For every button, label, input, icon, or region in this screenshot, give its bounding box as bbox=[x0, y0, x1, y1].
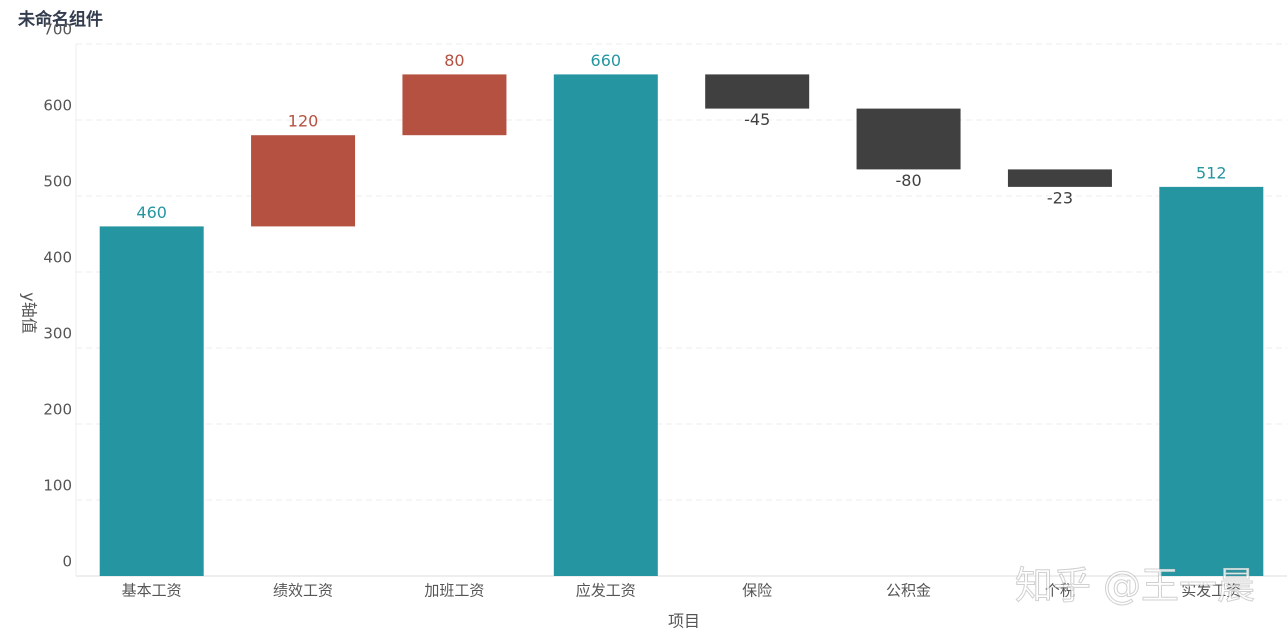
bar bbox=[99, 226, 204, 576]
data-label: 660 bbox=[591, 51, 622, 70]
watermark: 知乎 @王一晨 bbox=[1015, 564, 1255, 608]
data-label: -23 bbox=[1047, 188, 1073, 207]
x-tick-label: 加班工资 bbox=[424, 582, 484, 600]
bar bbox=[1007, 169, 1112, 187]
bar bbox=[402, 74, 507, 136]
data-label: -45 bbox=[744, 110, 770, 129]
y-axis-title: y轴值 bbox=[20, 292, 39, 333]
data-label: 80 bbox=[444, 51, 464, 70]
y-tick-label: 300 bbox=[43, 325, 72, 343]
bar bbox=[856, 108, 961, 170]
bar bbox=[553, 74, 658, 577]
y-tick-label: 700 bbox=[43, 21, 72, 39]
bar bbox=[1159, 186, 1264, 576]
x-tick-label: 个税 bbox=[1045, 582, 1075, 600]
x-tick-label: 应发工资 bbox=[576, 582, 636, 600]
data-label: 120 bbox=[288, 112, 319, 131]
x-axis-title: 项目 bbox=[668, 612, 700, 631]
x-tick-label: 保险 bbox=[742, 582, 772, 600]
chart-title: 未命名组件 bbox=[17, 9, 103, 30]
x-tick-label: 绩效工资 bbox=[273, 582, 333, 600]
y-tick-label: 200 bbox=[43, 401, 72, 419]
x-tick-label: 公积金 bbox=[886, 582, 931, 600]
y-tick-label: 100 bbox=[43, 477, 72, 495]
y-tick-label: 600 bbox=[43, 97, 72, 115]
data-label: -80 bbox=[895, 171, 921, 190]
x-tick-label: 基本工资 bbox=[122, 582, 182, 600]
data-label: 460 bbox=[136, 203, 167, 222]
data-label: 512 bbox=[1196, 163, 1227, 182]
bar bbox=[705, 74, 810, 109]
y-tick-label: 400 bbox=[43, 249, 72, 267]
bar bbox=[251, 135, 356, 227]
y-tick-label: 0 bbox=[62, 553, 72, 571]
y-tick-label: 500 bbox=[43, 173, 72, 191]
x-tick-label: 实发工资 bbox=[1181, 582, 1241, 600]
